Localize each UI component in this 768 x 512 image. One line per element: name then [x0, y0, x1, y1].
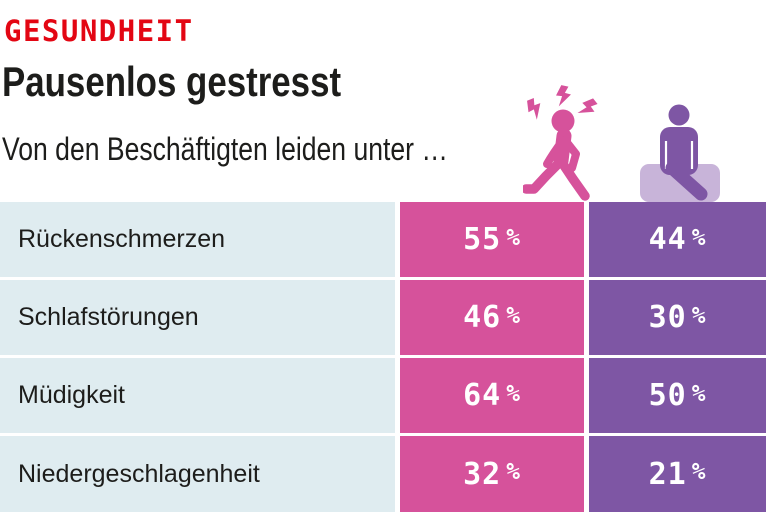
sitting-value-cell: 30% — [589, 280, 766, 355]
value-number: 46 — [463, 300, 502, 335]
value-number: 50 — [648, 378, 687, 413]
subtitle: Von den Beschäftigten leiden unter … — [2, 131, 448, 167]
walking-value-cell: 64% — [400, 358, 584, 433]
section-kicker: GESUNDHEIT — [4, 14, 194, 48]
value-unit: % — [691, 459, 707, 485]
sitting-value-cell: 44% — [589, 202, 766, 277]
value-number: 64 — [463, 378, 502, 413]
table-row: Rückenschmerzen 55% 44% — [0, 202, 768, 277]
value-unit: % — [691, 224, 707, 251]
row-label: Müdigkeit — [0, 358, 395, 433]
table-row: Müdigkeit 64% 50% — [0, 358, 768, 433]
value-unit: % — [506, 380, 521, 407]
sitting-person-on-sofa-icon — [640, 104, 720, 202]
row-label: Rückenschmerzen — [0, 202, 395, 277]
sitting-value-cell: 50% — [589, 358, 766, 433]
walking-value-cell: 32% — [400, 436, 584, 512]
table-row: Schlafstörungen 46% 30% — [0, 280, 768, 355]
crossed-leg-shape — [665, 161, 708, 201]
walking-value-cell: 55% — [400, 202, 584, 277]
page-title: Pausenlos gestresst — [2, 58, 342, 105]
value-unit: % — [691, 380, 707, 407]
value-number: 44 — [648, 222, 687, 257]
row-label: Niedergeschlagenheit — [0, 436, 395, 512]
sitting-value-cell: 21% — [589, 436, 766, 512]
value-unit: % — [691, 302, 707, 329]
value-unit: % — [506, 224, 521, 251]
head-shape — [668, 104, 690, 126]
value-unit: % — [506, 459, 521, 485]
value-unit: % — [506, 302, 521, 329]
walking-value-cell: 46% — [400, 280, 584, 355]
value-number: 30 — [648, 300, 687, 335]
value-number: 55 — [463, 222, 502, 257]
stressed-walking-person-icon — [523, 85, 598, 201]
value-number: 32 — [463, 456, 502, 492]
table-row: Niedergeschlagenheit 32% 21% — [0, 436, 768, 512]
value-number: 21 — [648, 456, 687, 492]
row-label: Schlafstörungen — [0, 280, 395, 355]
